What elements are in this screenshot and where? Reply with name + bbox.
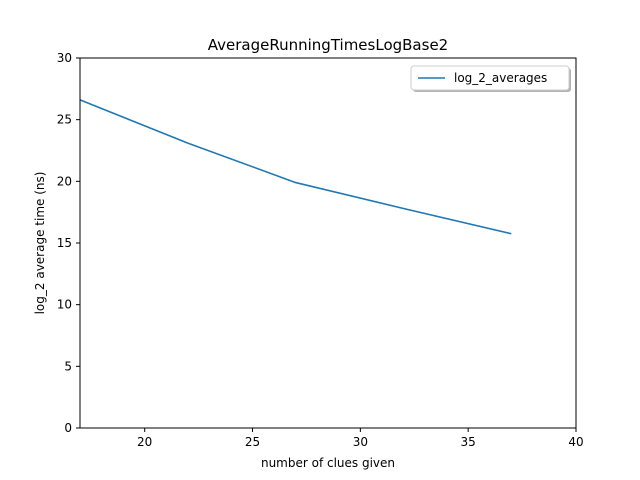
y-tick-label: 15	[57, 236, 72, 250]
y-tick-label: 5	[64, 359, 72, 373]
plot-area	[79, 99, 512, 235]
y-tick-label: 10	[57, 298, 72, 312]
y-tick-label: 20	[57, 174, 72, 188]
series-line-0	[79, 99, 512, 235]
y-tick-label: 30	[57, 51, 72, 65]
chart-title: AverageRunningTimesLogBase2	[208, 36, 448, 54]
plot-frame	[79, 57, 577, 429]
y-axis-label: log_2 average time (ns)	[33, 172, 47, 315]
y-tick-label: 25	[57, 113, 72, 127]
x-axis-label: number of clues given	[261, 456, 395, 470]
x-tick-label: 35	[461, 435, 476, 449]
x-tick-label: 30	[353, 435, 368, 449]
legend-box	[410, 65, 570, 91]
x-axis: 20 25 30 35 40	[137, 428, 584, 449]
x-tick-label: 25	[245, 435, 260, 449]
legend-label: log_2_averages	[454, 71, 547, 85]
x-tick-label: 40	[568, 435, 583, 449]
x-tick-label: 20	[137, 435, 152, 449]
y-tick-label: 0	[64, 421, 72, 435]
y-axis: 0 5 10 15 20 25 30	[57, 51, 80, 435]
legend: log_2_averages	[410, 65, 571, 92]
